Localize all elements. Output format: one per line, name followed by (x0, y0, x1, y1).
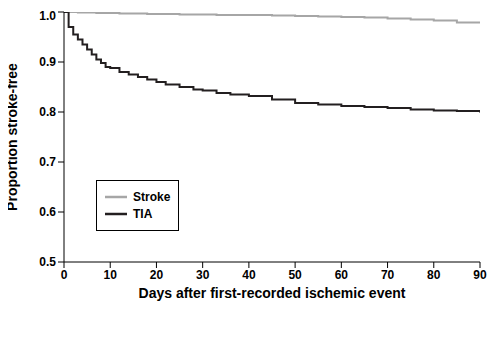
svg-text:0.9: 0.9 (39, 55, 56, 69)
svg-text:60: 60 (335, 268, 349, 282)
svg-text:0.7: 0.7 (39, 155, 56, 169)
svg-text:30: 30 (196, 268, 210, 282)
svg-text:40: 40 (242, 268, 256, 282)
svg-text:Days after first-recorded isch: Days after first-recorded ischemic event (139, 285, 406, 301)
svg-text:0.5: 0.5 (39, 255, 56, 269)
svg-text:90: 90 (473, 268, 487, 282)
html-text:TIA: TIA (133, 207, 153, 221)
svg-text:0.6: 0.6 (39, 205, 56, 219)
svg-text:10: 10 (104, 268, 118, 282)
svg-text:0: 0 (61, 268, 68, 282)
svg-text:50: 50 (288, 268, 302, 282)
svg-text:1.0: 1.0 (39, 9, 56, 23)
svg-text:Proportion stroke-free: Proportion stroke-free (8, 63, 20, 211)
svg-text:70: 70 (381, 268, 395, 282)
svg-text:80: 80 (427, 268, 441, 282)
svg-text:0.8: 0.8 (39, 105, 56, 119)
svg-text:20: 20 (150, 268, 164, 282)
html-text:Stroke: Stroke (133, 190, 171, 204)
